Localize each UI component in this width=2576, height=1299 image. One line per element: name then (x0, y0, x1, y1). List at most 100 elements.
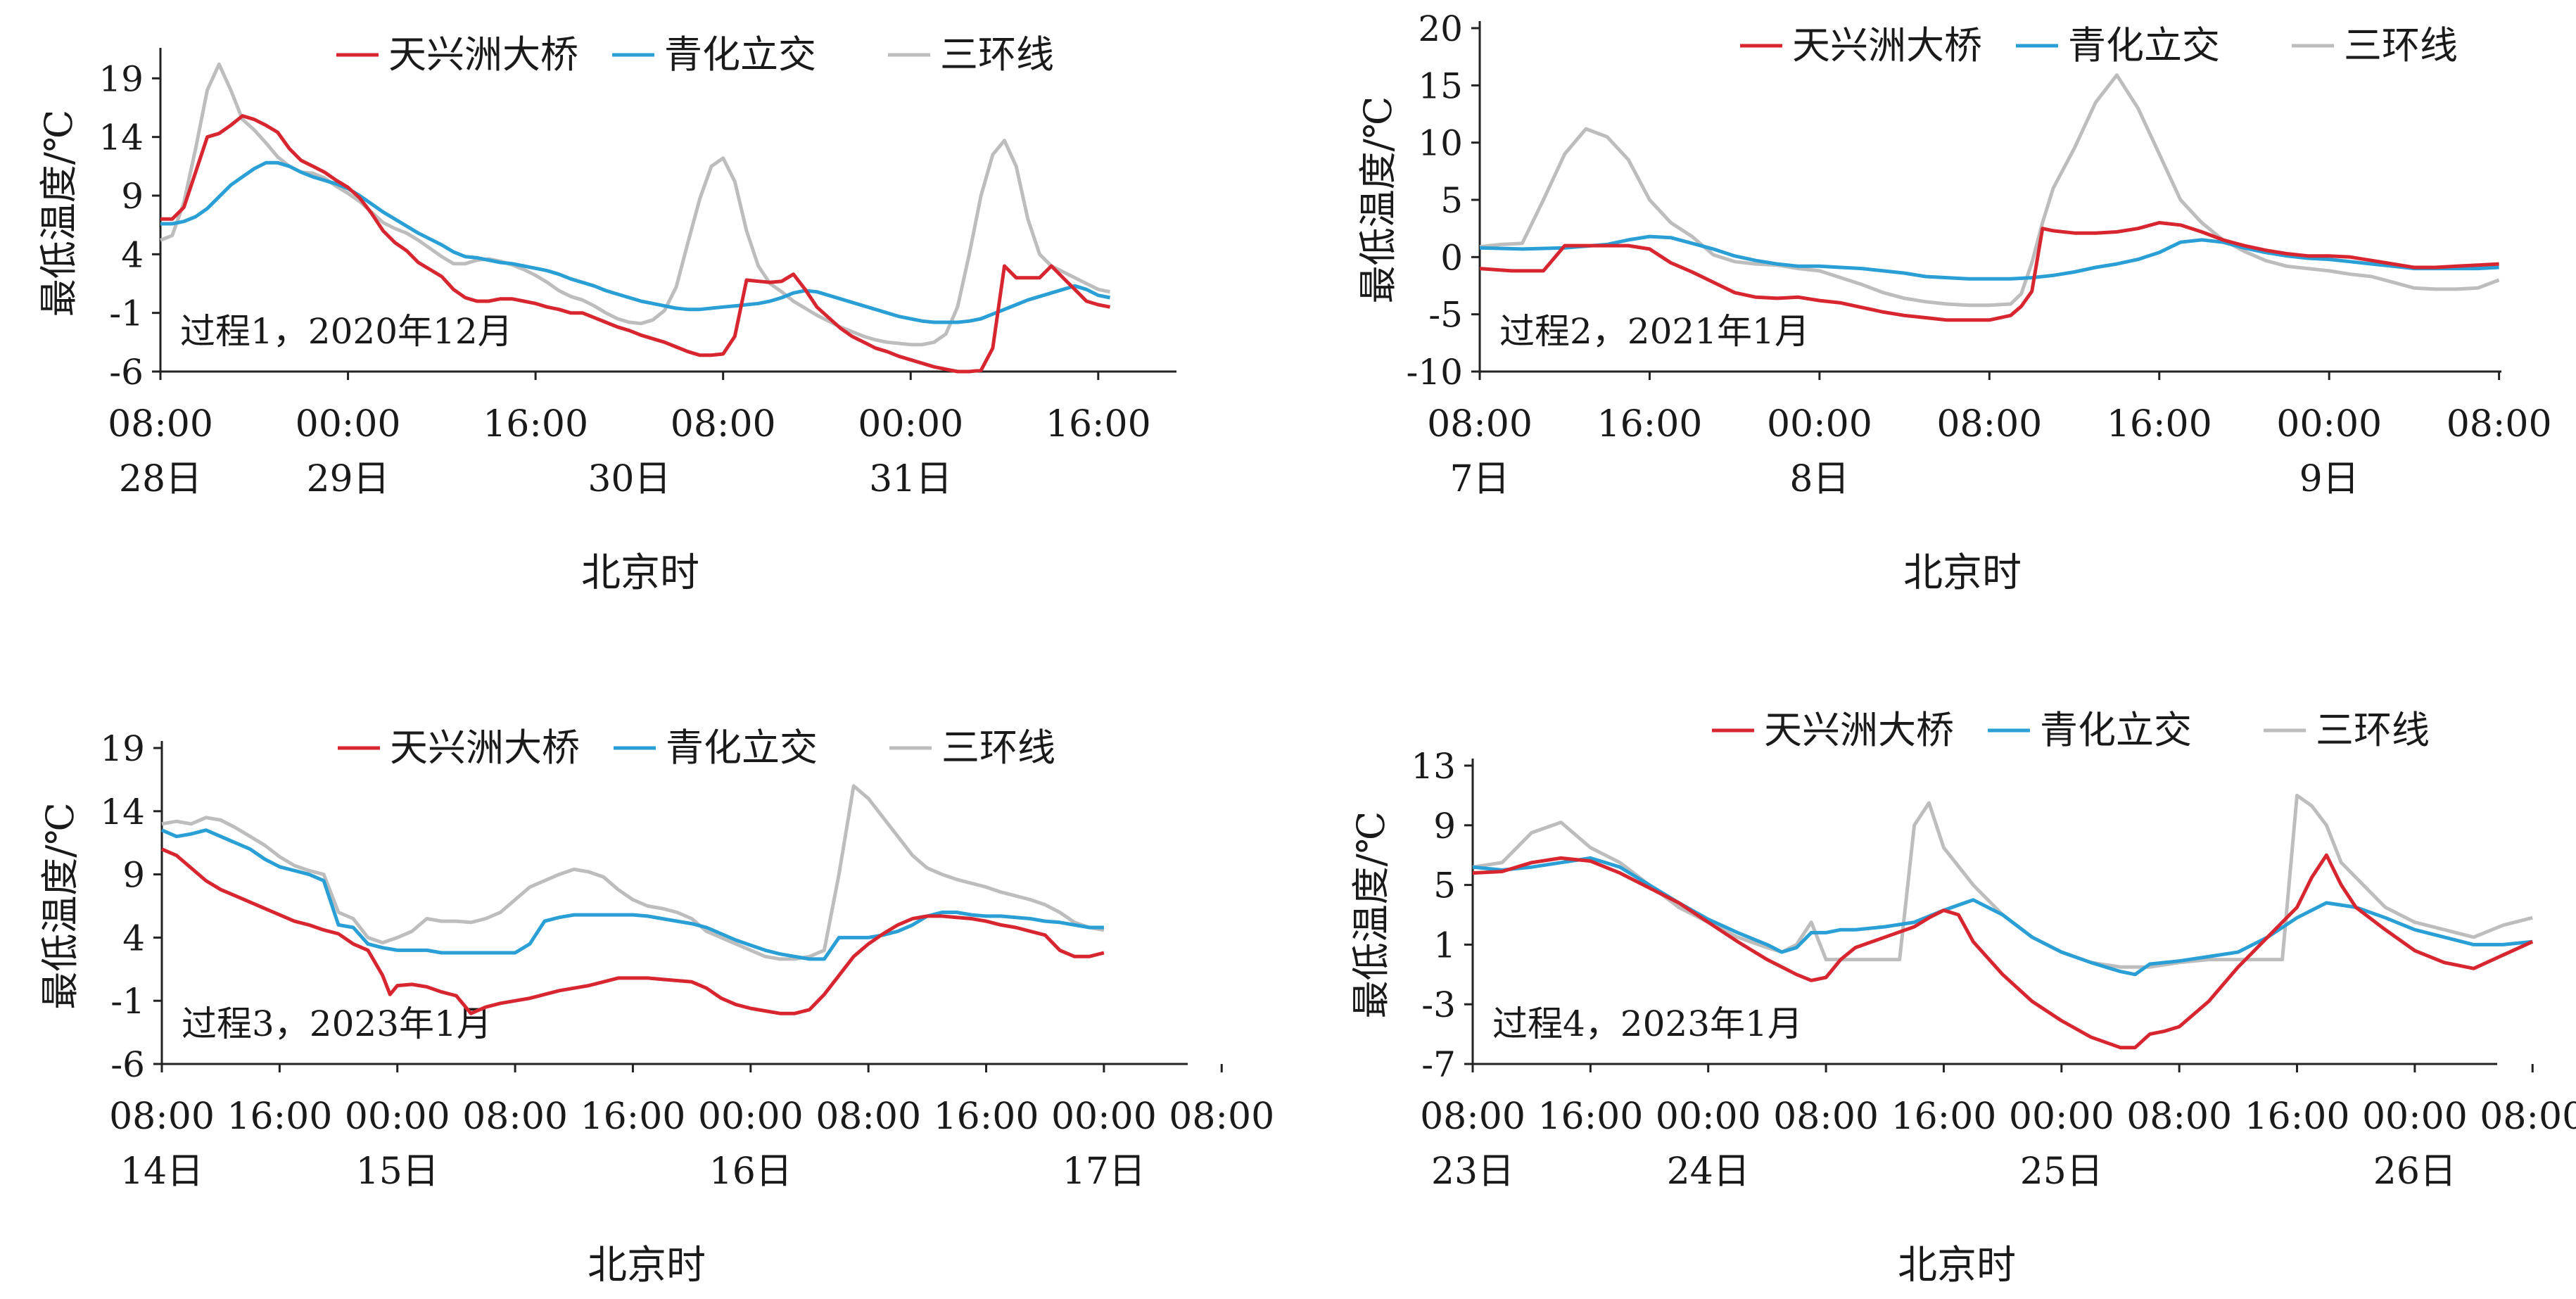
legend-label: 青化立交 (664, 32, 816, 77)
day-label: 31日 (869, 458, 952, 500)
day-label: 26日 (2373, 1151, 2456, 1193)
x-tick-label: 00:00 (2276, 403, 2382, 445)
legend-label: 天兴洲大桥 (390, 725, 580, 770)
x-tick-label: 08:00 (1936, 403, 2042, 445)
day-label: 24日 (1667, 1151, 1750, 1193)
day-label: 14日 (120, 1151, 203, 1193)
y-tick-label: -7 (1421, 1044, 1456, 1085)
day-label: 29日 (306, 458, 389, 500)
x-tick-label: 08:00 (816, 1096, 921, 1138)
legend-label: 天兴洲大桥 (1764, 708, 1954, 752)
y-tick-label: 5 (1433, 866, 1456, 906)
y-tick-label: 9 (121, 176, 144, 217)
x-tick-label: 00:00 (698, 1096, 804, 1138)
y-tick-label: 20 (1418, 8, 1463, 49)
y-tick-label: -5 (1428, 295, 1463, 336)
y-tick-label: -1 (110, 981, 145, 1022)
chart-panel-4: 13 9 5 1 -3 -7 08:00 16:00 00:00 08:00 16:00 00:00 0… (1349, 708, 2576, 1288)
x-tick-label: 16:00 (1597, 403, 1703, 445)
legend-label: 青化立交 (2068, 23, 2220, 68)
legend-label: 青化立交 (2040, 708, 2192, 752)
y-axis-title: 最低温度/℃ (1356, 96, 1400, 304)
series-line-1 (1479, 221, 2499, 322)
x-tick-label: 16:00 (1537, 1096, 1643, 1138)
legend-label: 三环线 (941, 725, 1055, 770)
series-line-2 (161, 828, 1104, 961)
legend-label: 天兴洲大桥 (388, 32, 578, 77)
x-axis-title: 北京时 (1898, 1243, 2016, 1288)
series-line-2 (1479, 234, 2499, 281)
process-annotation: 过程1，2020年12月 (180, 311, 513, 352)
y-axis-title: 最低温度/℃ (38, 802, 82, 1010)
day-label: 7日 (1449, 458, 1509, 500)
x-tick-label: 08:00 (1169, 1096, 1274, 1138)
y-tick-label: 15 (1418, 65, 1463, 106)
x-tick-label: 08:00 (108, 403, 213, 445)
y-tick-label: 5 (1440, 180, 1463, 221)
day-label: 28日 (119, 458, 202, 500)
x-axis-title: 北京时 (581, 550, 699, 596)
x-axis-title: 北京时 (588, 1243, 706, 1288)
series-line-3 (161, 784, 1105, 961)
y-tick-label: 13 (1411, 746, 1456, 787)
x-tick-label: 16:00 (580, 1096, 686, 1138)
x-axis-title: 北京时 (1903, 550, 2022, 596)
series-line-3 (1479, 73, 2500, 308)
x-tick-label: 16:00 (227, 1096, 332, 1138)
chart-panel-1: 19 14 9 4 -1 -6 08:00 00:00 16:00 08:00 00:00 16:00… (37, 32, 1176, 596)
day-label: 8日 (1789, 458, 1849, 500)
process-annotation: 过程3，2023年1月 (182, 1003, 492, 1044)
x-tick-label: 16:00 (483, 403, 588, 445)
y-axis-title: 最低温度/℃ (37, 110, 81, 317)
x-tick-label: 08:00 (2126, 1096, 2232, 1138)
x-tick-label: 08:00 (109, 1096, 215, 1138)
y-tick-label: 19 (100, 728, 145, 769)
legend-label: 天兴洲大桥 (1792, 23, 1982, 68)
y-tick-label: 10 (1418, 123, 1463, 164)
series-line-1 (1472, 853, 2534, 1050)
y-tick-label: 9 (1433, 806, 1456, 847)
x-tick-label: 00:00 (2362, 1096, 2468, 1138)
legend-label: 三环线 (2344, 23, 2458, 68)
x-tick-label: 16:00 (2245, 1096, 2350, 1138)
x-tick-label: 00:00 (296, 403, 401, 445)
y-tick-label: 0 (1440, 237, 1463, 278)
x-tick-label: 00:00 (1656, 1096, 1761, 1138)
y-tick-label: -6 (109, 352, 144, 393)
y-tick-label: 9 (122, 855, 145, 896)
x-tick-label: 16:00 (1046, 403, 1151, 445)
series-line-1 (160, 114, 1110, 374)
x-tick-label: 00:00 (858, 403, 963, 445)
series-line-3 (160, 62, 1110, 347)
x-tick-label: 08:00 (2480, 1096, 2576, 1138)
day-label: 30日 (588, 458, 671, 500)
x-tick-label: 00:00 (1767, 403, 1872, 445)
x-tick-label: 00:00 (345, 1096, 450, 1138)
day-label: 16日 (709, 1151, 792, 1193)
legend-label: 青化立交 (666, 725, 818, 770)
y-tick-label: 19 (99, 58, 144, 99)
y-tick-label: -6 (110, 1044, 145, 1085)
series-line-2 (1472, 856, 2533, 977)
day-label: 15日 (356, 1151, 439, 1193)
legend-label: 三环线 (2316, 708, 2430, 752)
x-tick-label: 08:00 (1427, 403, 1533, 445)
y-tick-label: 14 (100, 792, 145, 832)
x-tick-label: 16:00 (2107, 403, 2212, 445)
day-label: 9日 (2299, 458, 2359, 500)
process-annotation: 过程2，2021年1月 (1499, 311, 1810, 352)
x-tick-label: 08:00 (462, 1096, 568, 1138)
series-line-1 (161, 847, 1105, 1015)
y-tick-label: 4 (121, 234, 144, 275)
y-tick-label: -10 (1406, 352, 1463, 393)
y-tick-label: -3 (1421, 984, 1456, 1025)
x-tick-label: 16:00 (934, 1096, 1039, 1138)
x-tick-label: 08:00 (671, 403, 776, 445)
y-axis-title: 最低温度/℃ (1349, 811, 1393, 1019)
x-tick-label: 08:00 (2447, 403, 2552, 445)
x-tick-label: 16:00 (1891, 1096, 1997, 1138)
series-line-2 (160, 160, 1110, 324)
y-tick-label: 1 (1433, 925, 1456, 965)
y-tick-label: 14 (99, 118, 144, 158)
